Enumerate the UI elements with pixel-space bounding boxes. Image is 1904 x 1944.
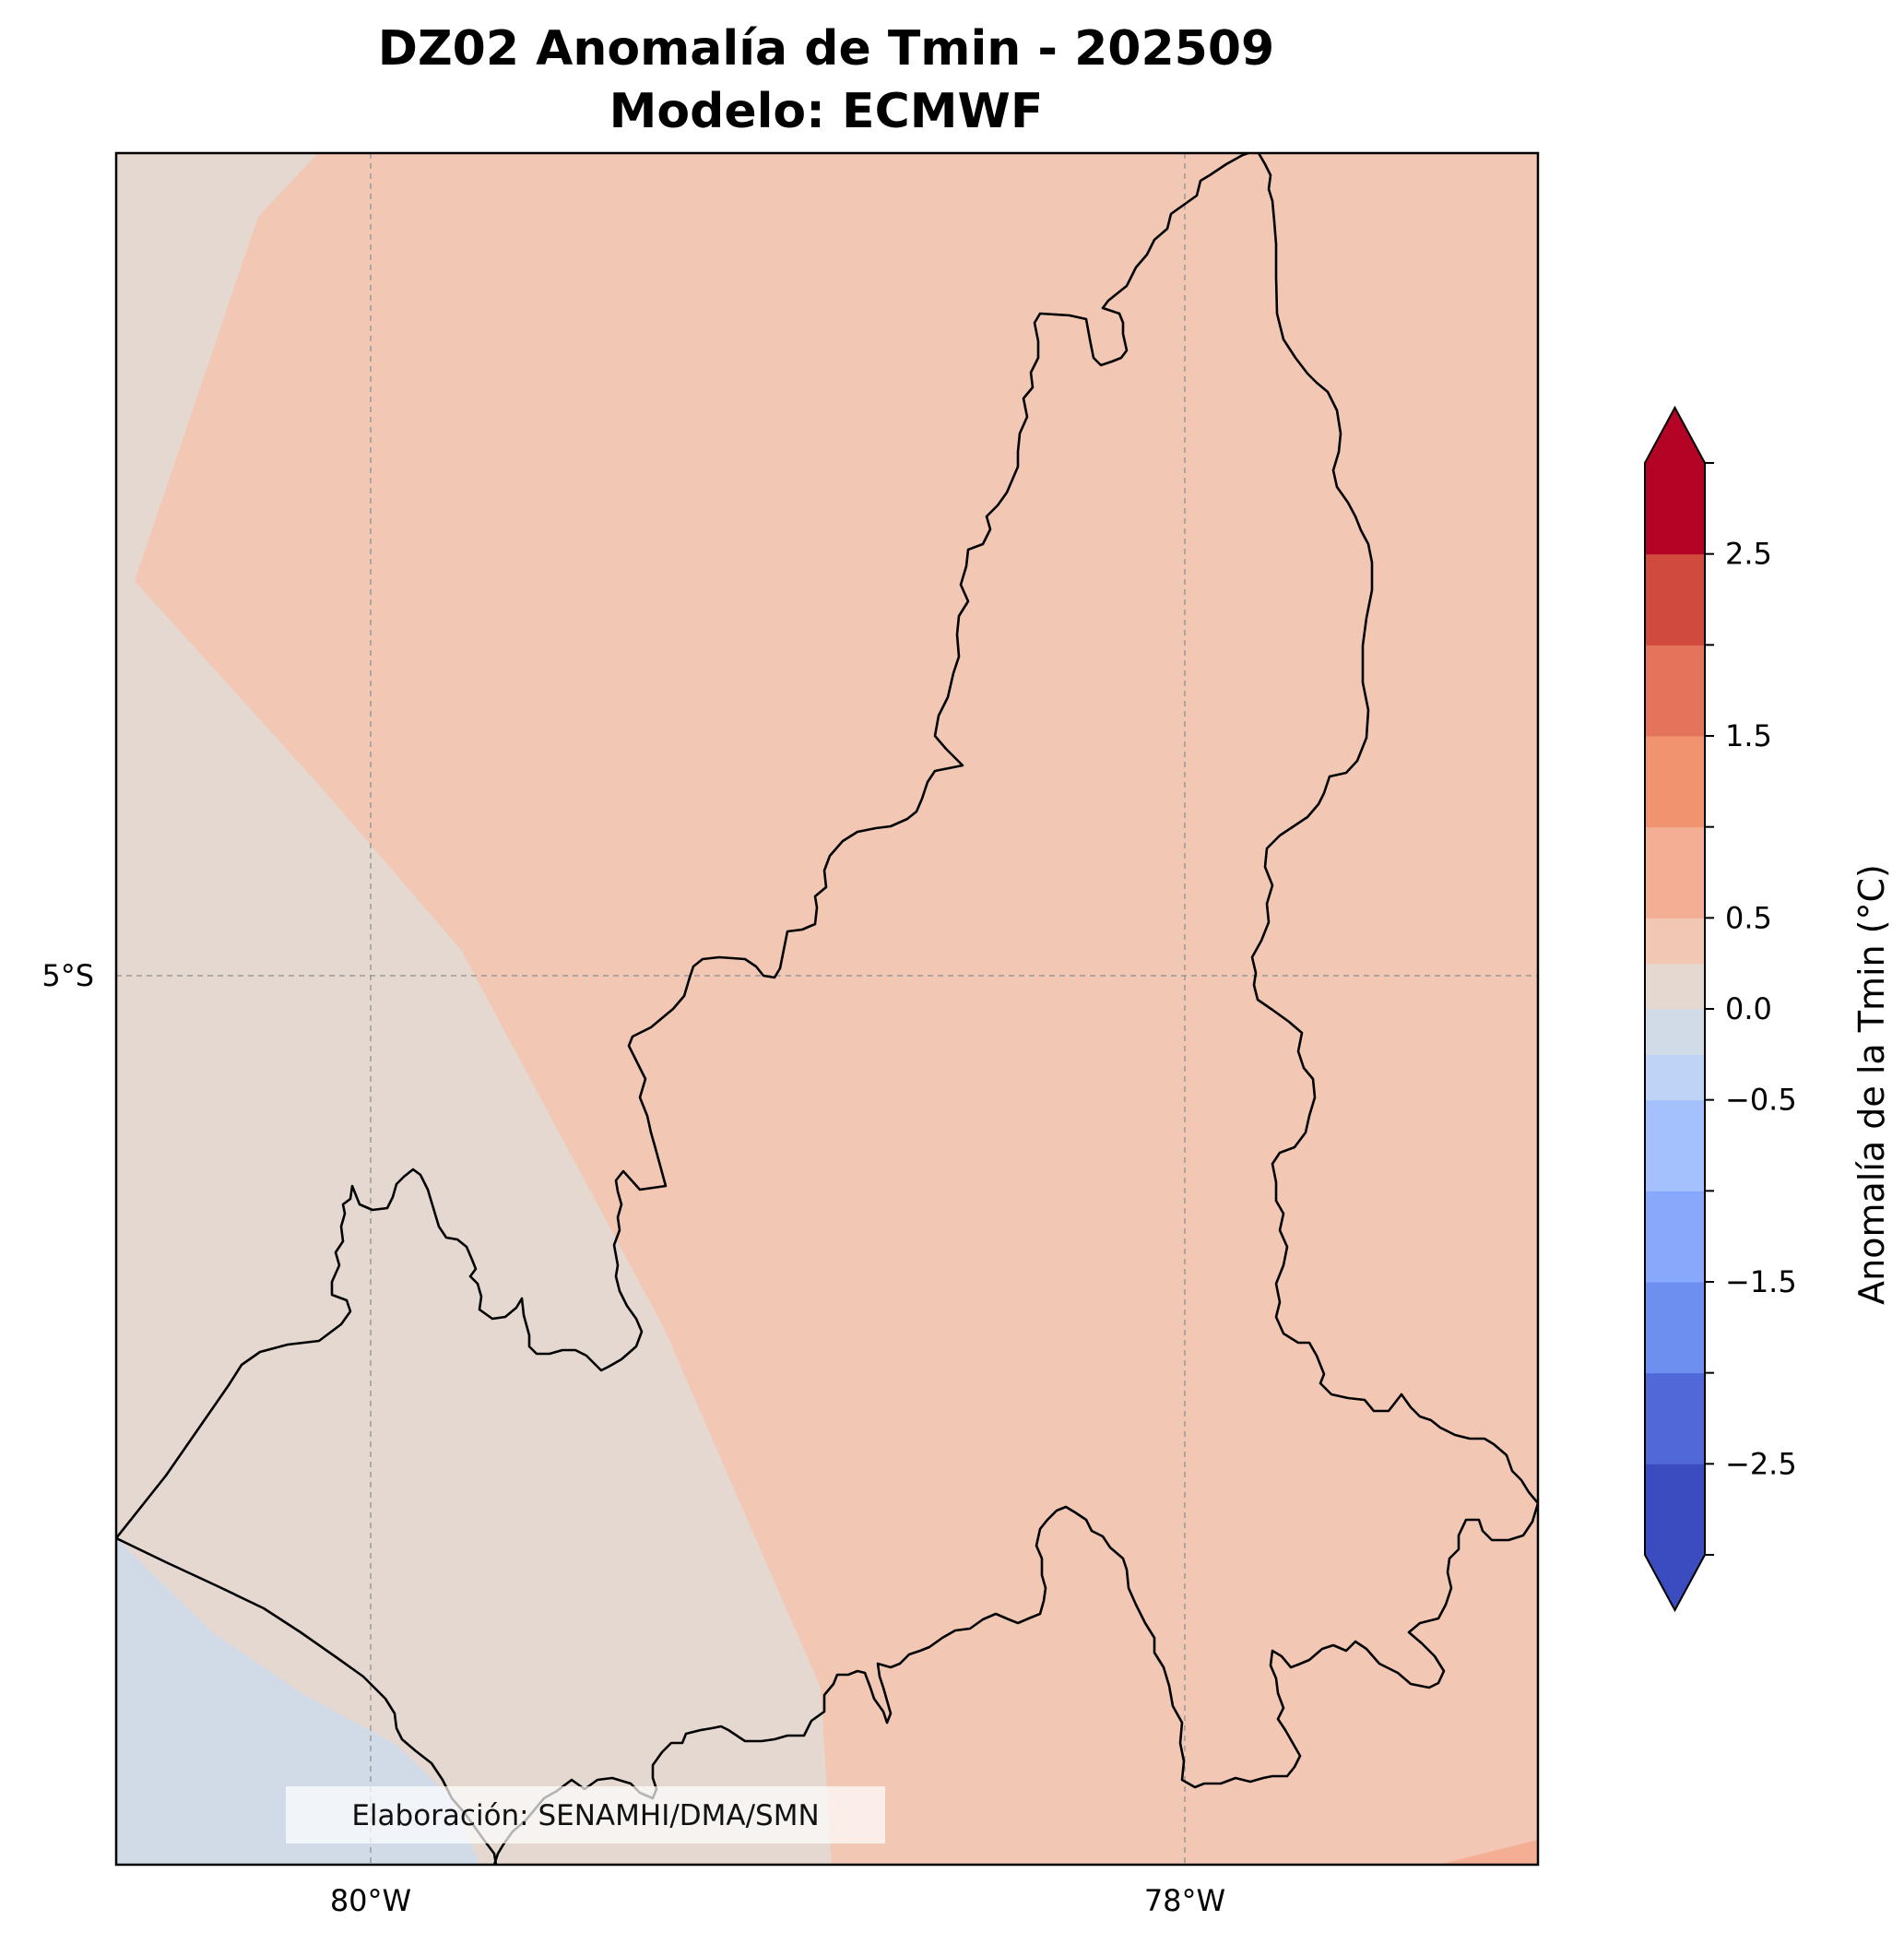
colorbar-bin-6 xyxy=(1645,1009,1705,1055)
colorbar-bin-4 xyxy=(1645,1099,1705,1191)
colorbar: 2.5 1.5 0.5 0.0 −0.5 −1.5 −2.5 xyxy=(1644,405,1797,1613)
colorbar-bin-10 xyxy=(1645,736,1705,828)
anomaly-region-cool-light xyxy=(116,1538,479,1865)
colorbar-bin-2 xyxy=(1645,1282,1705,1374)
colorbar-bin-3 xyxy=(1645,1191,1705,1283)
colorbar-tick-label: 0.5 xyxy=(1725,900,1772,935)
colorbar-extend-low xyxy=(1645,1555,1705,1610)
anomaly-region-warm-light xyxy=(135,153,1538,1865)
colorbar-tick-label: 0.0 xyxy=(1725,991,1772,1026)
colorbar-bin-1 xyxy=(1645,1372,1705,1464)
colorbar-tick-label: 1.5 xyxy=(1725,718,1772,753)
colorbar-tick-label: 2.5 xyxy=(1725,537,1772,572)
colorbar-bin-12 xyxy=(1645,553,1705,646)
colorbar-bin-11 xyxy=(1645,645,1705,737)
colorbar-bin-7 xyxy=(1645,963,1705,1010)
colorbar-label: Anomalía de la Tmin (°C) xyxy=(1851,864,1892,1305)
anomaly-region-warm-mid xyxy=(1438,1840,1538,1865)
x-tick-78w: 78°W xyxy=(1144,1883,1225,1918)
x-tick-80w: 80°W xyxy=(330,1883,411,1918)
colorbar-bin-5 xyxy=(1645,1054,1705,1101)
colorbar-tick-label: −0.5 xyxy=(1725,1083,1797,1118)
colorbar-bin-8 xyxy=(1645,918,1705,965)
colorbar-bin-9 xyxy=(1645,826,1705,919)
y-tick-5s: 5°S xyxy=(41,958,94,993)
colorbar-bin-13 xyxy=(1645,463,1705,555)
map-frame xyxy=(114,151,1540,1867)
credit-box xyxy=(286,1786,885,1843)
chart-title-line1: DZ02 Anomalía de Tmin - 202509 xyxy=(378,21,1274,77)
colorbar-bin-0 xyxy=(1645,1464,1705,1556)
colorbar-tick-label: −2.5 xyxy=(1725,1446,1797,1481)
colorbar-extend-high xyxy=(1645,408,1705,463)
map-panel[interactable] xyxy=(116,151,1538,1865)
chart-title-line2: Modelo: ECMWF xyxy=(609,84,1044,139)
zone-boundary xyxy=(492,153,1538,1865)
credit-text: Elaboración: SENAMHI/DMA/SMN xyxy=(351,1799,819,1832)
colorbar-tick-label: −1.5 xyxy=(1725,1264,1797,1299)
western-region-boundary xyxy=(116,153,1253,1539)
